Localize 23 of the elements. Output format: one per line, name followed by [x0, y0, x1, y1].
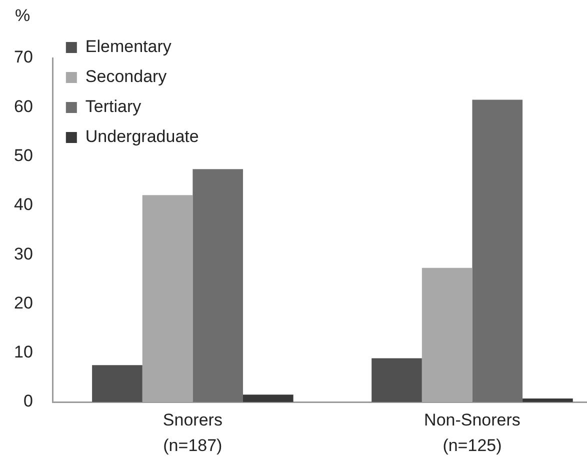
legend-label: Undergraduate	[85, 127, 199, 146]
bar	[192, 169, 243, 402]
legend-label: Elementary	[85, 37, 172, 56]
y-tick-label: 0	[23, 392, 33, 411]
bar	[422, 268, 472, 402]
bar	[372, 358, 422, 402]
legend-label: Tertiary	[85, 97, 142, 116]
y-tick-label: 30	[14, 244, 33, 264]
y-tick-label: 70	[14, 48, 33, 67]
y-tick-label: 60	[14, 96, 33, 116]
y-tick-label: 20	[14, 293, 33, 312]
x-tick-label: Non-Snorers (n=125)	[424, 410, 520, 455]
x-tick-label: Snorers (n=187)	[162, 410, 222, 455]
bar	[142, 195, 193, 402]
bar	[522, 398, 573, 402]
bar	[243, 394, 294, 402]
y-tick-label: 10	[14, 342, 33, 362]
y-axis-title: %	[15, 6, 30, 26]
bar	[92, 365, 142, 402]
bar	[472, 100, 523, 402]
y-tick-label: 40	[14, 195, 33, 214]
legend-label: Secondary	[85, 67, 168, 86]
y-tick-label: 50	[14, 146, 33, 165]
